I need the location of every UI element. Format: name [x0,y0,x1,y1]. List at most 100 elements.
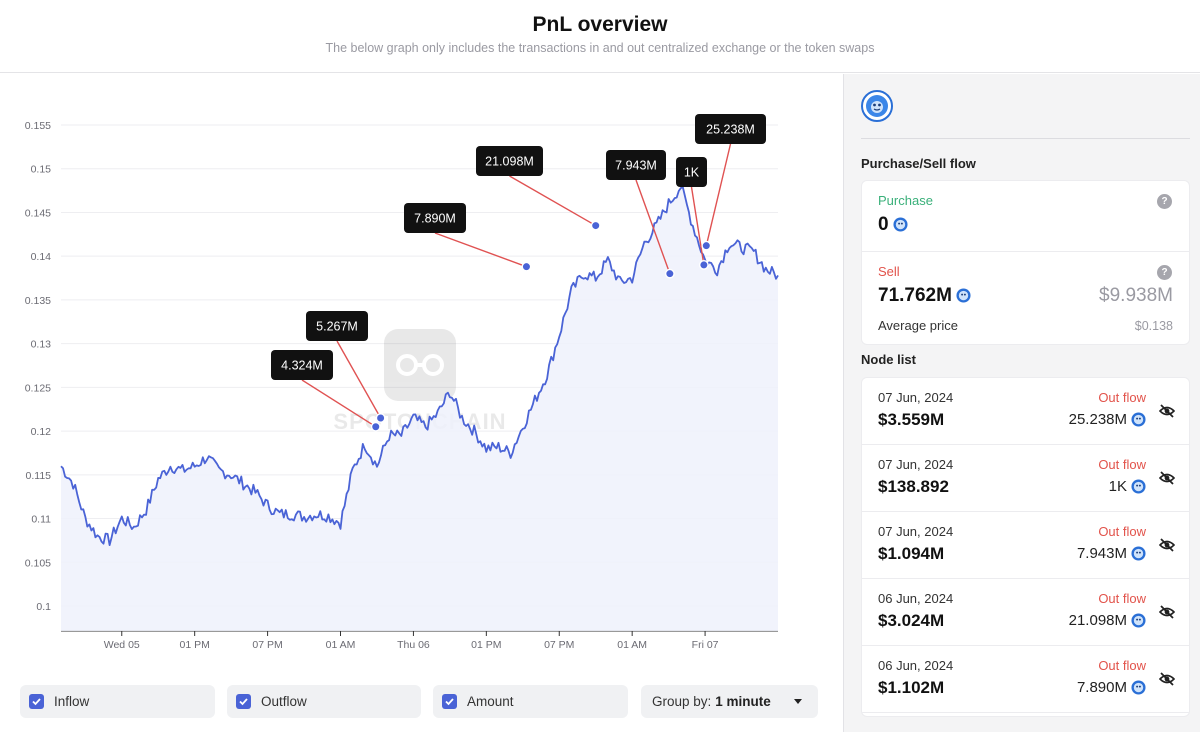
annotation-label: 4.324M [281,359,323,373]
node-amount: 7.943M [1076,545,1127,562]
node-amount: 21.098M [1068,612,1127,629]
node-list-item[interactable]: 07 Jun, 2024 $138.892 Out flow 1K [862,445,1189,512]
annotation-point[interactable] [590,220,601,231]
annotation-box[interactable] [271,350,333,380]
annotation-box[interactable] [476,146,543,176]
annotation-box[interactable] [695,114,766,144]
help-icon[interactable]: ? [1157,265,1172,280]
node-list-item[interactable]: 06 Jun, 2024 $3.024M Out flow 21.098M [862,579,1189,646]
divider [862,251,1189,252]
node-amount: 1K [1108,478,1127,495]
node-flow-type: Out flow [1098,390,1146,405]
x-tick-label: 01 PM [471,639,501,651]
annotation-label: 1K [684,166,700,180]
annotation-label: 7.890M [414,212,456,226]
node-date: 07 Jun, 2024 [878,524,954,539]
outflow-label: Outflow [261,694,307,709]
divider [861,138,1190,139]
node-token-amount: 21.098M [1069,612,1146,629]
node-flow-type: Out flow [1098,457,1146,472]
annotation-connector [705,143,732,246]
annotation-box[interactable] [606,150,666,180]
amount-checkbox[interactable] [442,694,457,709]
annotation-connector [509,175,597,227]
annotation-connector [690,186,705,266]
inflow-checkbox[interactable] [29,694,44,709]
node-list-item[interactable]: 07 Jun, 2024 $1.094M Out flow 7.943M [862,512,1189,579]
node-usd-value: $3.024M [878,611,945,630]
node-list-item[interactable]: 07 Jun, 2024 $3.559M Out flow 25.238M [862,378,1189,445]
annotation-label: 7.943M [615,159,657,173]
x-tick-label: 07 PM [252,639,282,651]
x-tick-label: 01 PM [179,639,209,651]
outflow-checkbox[interactable] [236,694,251,709]
inflow-toggle[interactable]: Inflow [20,685,215,718]
average-price-label: Average price [878,318,958,333]
sell-amount: 71.762M [878,285,952,306]
annotation-point[interactable] [701,240,712,251]
purchase-sell-card: Purchase ? 0 Sell ? 71.762M $9.938M Aver… [861,180,1190,345]
eye-off-icon[interactable] [1159,672,1175,686]
purchase-amount: 0 [878,214,889,235]
node-list-item[interactable]: 06 Jun, 2024 $1.102M Out flow 7.890M [862,646,1189,713]
area-fill [61,186,778,631]
node-list-title: Node list [861,352,916,367]
node-token-amount: 25.238M [1069,411,1146,428]
annotation-point[interactable] [521,261,532,272]
purchase-label: Purchase [878,193,933,208]
node-amount: 7.890M [1076,679,1127,696]
annotation-box[interactable] [676,157,707,187]
eye-off-icon[interactable] [1159,605,1175,619]
token-icon [1131,546,1146,561]
x-tick-label: 01 AM [617,639,647,651]
average-price-value: $0.138 [1134,319,1173,333]
y-tick-label: 0.115 [26,470,52,482]
node-usd-value: $1.094M [878,544,945,563]
annotation-box[interactable] [306,311,368,341]
node-date: 07 Jun, 2024 [878,457,954,472]
purchase-value: 0 [878,214,908,236]
annotation-connector [635,179,671,274]
token-icon [1131,680,1146,695]
x-tick-label: 01 AM [326,639,356,651]
help-icon[interactable]: ? [1157,194,1172,209]
node-token-amount: 1K [1109,478,1146,495]
node-usd-value: $1.102M [878,678,945,697]
page-title: PnL overview [532,13,668,36]
eye-off-icon[interactable] [1159,404,1175,418]
node-usd-value: $3.559M [878,410,945,429]
eye-off-icon[interactable] [1159,471,1175,485]
y-tick-label: 0.13 [31,339,52,351]
x-tick-label: Wed 05 [104,639,140,651]
y-tick-label: 0.1 [36,601,51,613]
annotation-label: 5.267M [316,320,358,334]
group-by-label: Group by: [652,694,712,709]
group-by-select[interactable]: Group by: 1 minute [641,685,818,718]
annotation-point[interactable] [698,260,709,270]
node-token-amount: 7.943M [1077,545,1146,562]
x-tick-label: Fri 07 [692,639,719,651]
token-icon [861,90,893,122]
x-tick-label: 07 PM [544,639,574,651]
annotation-box[interactable] [404,203,466,233]
pnl-chart[interactable]: 0.1550.150.1450.140.1350.130.1250.120.11… [0,74,843,674]
node-flow-type: Out flow [1098,524,1146,539]
inflow-label: Inflow [54,694,90,709]
amount-toggle[interactable]: Amount [433,685,628,718]
annotation-point[interactable] [375,413,386,423]
token-icon [893,217,908,233]
node-flow-type: Out flow [1098,658,1146,673]
pnl-chart-area: 0.155 0.15 0.145 0.14 0.135 0.13 0.125 0.12 0.11… [0,74,843,732]
check-icon [32,698,41,706]
node-list: 07 Jun, 2024 $3.559M Out flow 25.238M 07 Jun… [861,377,1190,717]
page-subtitle: The below graph only includes the transa… [325,41,875,55]
eye-off-icon[interactable] [1159,538,1175,552]
token-icon [956,288,971,304]
annotation-point[interactable] [664,268,675,279]
annotation-point[interactable] [370,421,381,432]
y-tick-label: 0.125 [25,382,51,394]
annotation-label: 21.098M [485,155,534,169]
y-tick-label: 0.105 [25,557,51,569]
node-flow-type: Out flow [1098,591,1146,606]
outflow-toggle[interactable]: Outflow [227,685,421,718]
